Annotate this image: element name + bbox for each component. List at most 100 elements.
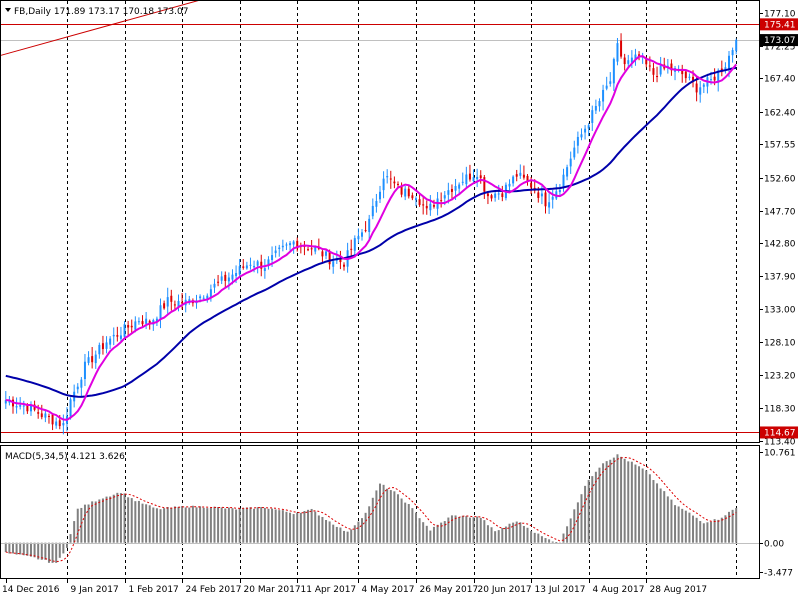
- macd-bar: [15, 542, 18, 555]
- candle-body: [188, 299, 191, 303]
- candle-body: [134, 321, 137, 330]
- macd-bar: [717, 519, 720, 543]
- candle-body: [501, 193, 504, 198]
- macd-bar: [501, 528, 504, 543]
- macd-bar: [677, 506, 680, 543]
- macd-bar: [706, 522, 709, 543]
- candle-body: [573, 147, 576, 158]
- price-tick-label: 167.40: [764, 75, 796, 85]
- macd-bar: [508, 523, 511, 543]
- macd-bar: [422, 522, 425, 543]
- candle-body: [429, 203, 432, 211]
- macd-bar: [566, 526, 569, 543]
- macd-bar: [98, 499, 101, 543]
- candle-body: [343, 264, 346, 267]
- macd-bar: [605, 461, 608, 543]
- candle-body: [44, 413, 47, 418]
- candle-body: [227, 277, 230, 282]
- macd-bar: [332, 524, 335, 543]
- macd-bar: [94, 501, 97, 543]
- candle-body: [569, 158, 572, 167]
- candle-body: [645, 58, 648, 65]
- macd-bar: [163, 508, 166, 543]
- candle-body: [224, 274, 227, 281]
- macd-bar: [231, 508, 234, 543]
- macd-bar: [263, 507, 266, 543]
- macd-bar: [411, 508, 414, 543]
- svg-text:FB,Daily 171.89 173.17 170.18: FB,Daily 171.89 173.17 170.18 173.07: [14, 7, 188, 17]
- macd-bar: [87, 504, 90, 543]
- candle-body: [278, 247, 281, 249]
- macd-bar: [296, 512, 299, 543]
- candle-body: [724, 67, 727, 71]
- macd-bar: [339, 527, 342, 543]
- candle-body: [83, 361, 86, 380]
- macd-bar: [191, 505, 194, 543]
- candle-body: [659, 65, 662, 75]
- candle-body: [465, 174, 468, 185]
- ma-slow-line: [5, 66, 737, 398]
- macd-bar: [116, 492, 119, 543]
- macd-bar: [551, 541, 554, 543]
- macd-bar: [119, 493, 122, 543]
- macd-bar: [8, 542, 11, 554]
- candle-body: [220, 276, 223, 281]
- macd-bar: [648, 474, 651, 543]
- price-panel-frame: [0, 0, 760, 443]
- macd-bar: [80, 507, 83, 543]
- candle-body: [116, 335, 119, 337]
- macd-bar: [37, 542, 40, 560]
- macd-bar: [468, 517, 471, 543]
- candle-body: [40, 413, 43, 418]
- macd-bar: [274, 509, 277, 543]
- macd-bar: [670, 499, 673, 543]
- macd-bar: [486, 525, 489, 543]
- macd-bar: [299, 512, 302, 543]
- current-price-label: 173.07: [764, 36, 796, 46]
- macd-bar: [476, 516, 479, 543]
- macd-bar: [83, 504, 86, 543]
- candle-body: [98, 344, 101, 355]
- macd-bar: [497, 530, 500, 543]
- macd-bar: [623, 458, 626, 543]
- macd-bar: [278, 510, 281, 543]
- macd-bar: [609, 459, 612, 543]
- candle-body: [101, 343, 104, 350]
- macd-bar: [429, 530, 432, 543]
- macd-bar: [170, 507, 173, 543]
- candle-body: [562, 174, 565, 189]
- macd-bar: [105, 496, 108, 543]
- candle-body: [483, 177, 486, 192]
- candle-body: [591, 110, 594, 123]
- macd-bar: [548, 539, 551, 543]
- macd-bar: [555, 542, 558, 544]
- macd-bar: [62, 542, 65, 554]
- time-tick-label: 9 Jan 2017: [71, 585, 119, 595]
- macd-bar: [209, 507, 212, 543]
- macd-bar: [220, 507, 223, 543]
- candle-body: [609, 81, 612, 84]
- macd-bar: [58, 542, 61, 558]
- candle-body: [594, 105, 597, 111]
- candle-body: [515, 174, 518, 177]
- price-level-tag: [760, 18, 798, 31]
- candle-body: [281, 245, 284, 248]
- macd-bar: [580, 494, 583, 543]
- macd-axis: 10.761 0.00 -3.477: [759, 449, 796, 579]
- candle-body: [598, 101, 601, 107]
- macd-bar: [40, 542, 43, 560]
- candle-body: [551, 196, 554, 200]
- candle-body: [404, 188, 407, 197]
- time-tick-label: 11 Apr 2017: [301, 585, 357, 595]
- candle-body: [717, 70, 720, 83]
- macd-bar: [573, 509, 576, 543]
- dropdown-triangle-icon[interactable]: [5, 8, 11, 12]
- candle-body: [389, 178, 392, 180]
- macd-bar: [101, 498, 104, 543]
- candle-body: [289, 243, 292, 246]
- macd-bar: [130, 498, 133, 543]
- candle-body: [325, 251, 328, 256]
- macd-bar: [109, 496, 112, 543]
- macd-bar: [325, 519, 328, 543]
